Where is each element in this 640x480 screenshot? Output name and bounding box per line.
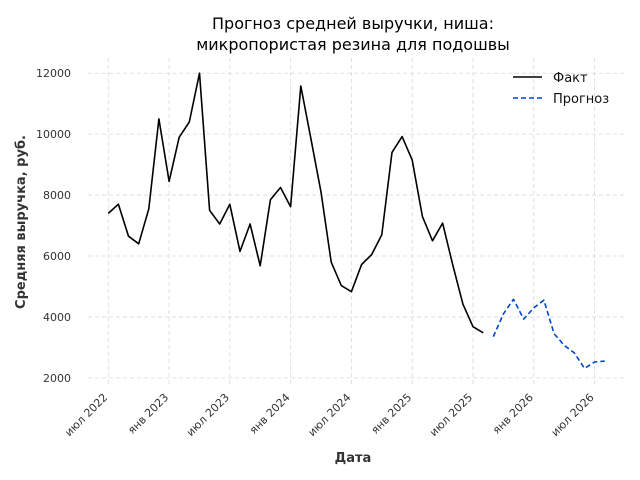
x-tick-label: июл 2026 xyxy=(549,391,597,439)
x-axis-ticks: июл 2022 янв 2023 июл 2023 янв 2024 июл 2024… xyxy=(62,391,596,439)
x-tick-label: июл 2022 xyxy=(62,391,110,439)
y-axis-ticks: 2000 4000 6000 8000 10000 12000 xyxy=(36,67,71,385)
chart-title-line-2: микропористая резина для подошвы xyxy=(196,35,510,54)
grid xyxy=(88,58,625,387)
y-tick-label: 10000 xyxy=(36,128,71,141)
x-tick-label: июл 2024 xyxy=(306,391,354,439)
x-tick-label: янв 2025 xyxy=(369,391,415,437)
y-tick-label: 6000 xyxy=(43,250,71,263)
chart-title-line-1: Прогноз средней выручки, ниша: xyxy=(212,14,494,33)
x-tick-label: июл 2023 xyxy=(184,391,232,439)
x-axis-label: Дата xyxy=(335,451,372,466)
y-tick-label: 12000 xyxy=(36,67,71,80)
y-tick-label: 4000 xyxy=(43,311,71,324)
x-tick-label: янв 2023 xyxy=(125,391,171,437)
x-tick-label: янв 2026 xyxy=(490,391,536,437)
series-line-fact xyxy=(107,72,484,334)
x-tick-label: янв 2024 xyxy=(247,391,293,437)
y-axis-label: Средняя выручка, руб. xyxy=(14,135,29,309)
x-tick-label: июл 2025 xyxy=(427,391,475,439)
series-lines xyxy=(107,72,605,370)
legend-label-fact: Факт xyxy=(553,71,588,86)
legend-label-forecast: Прогноз xyxy=(553,92,609,107)
series-line-forecast xyxy=(492,298,605,370)
y-tick-label: 2000 xyxy=(43,372,71,385)
y-tick-label: 8000 xyxy=(43,189,71,202)
legend: Факт Прогноз xyxy=(513,71,609,107)
